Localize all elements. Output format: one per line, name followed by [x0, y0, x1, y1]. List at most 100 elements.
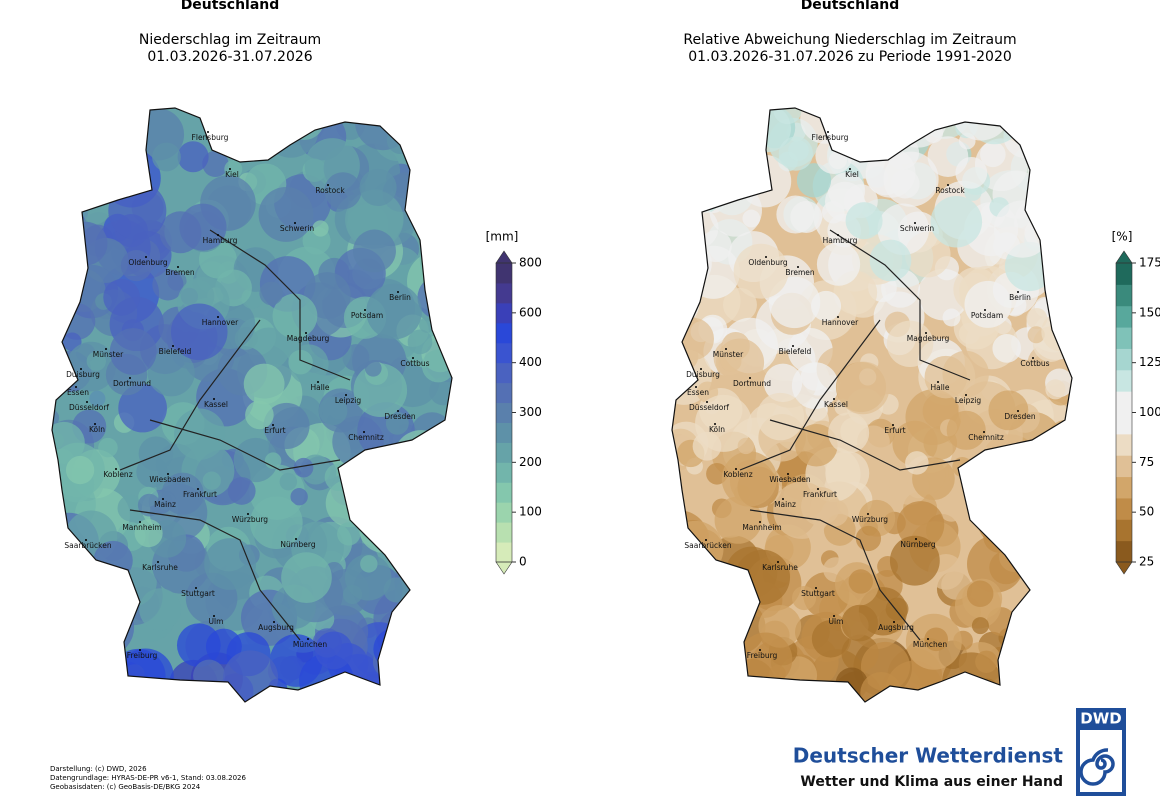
city-dot: [273, 621, 275, 623]
map-blob: [161, 472, 204, 515]
map-blob: [170, 303, 228, 361]
map-blob: [672, 199, 683, 219]
map-blob: [58, 559, 83, 585]
map-blob: [692, 431, 722, 461]
map-blob: [1027, 116, 1072, 165]
footer-line: Geobasisdaten: (c) GeoBasis-DE/BKG 2024: [50, 783, 201, 791]
city-dot: [705, 539, 707, 541]
map-blob: [392, 497, 425, 530]
map-blob: [233, 437, 278, 483]
map-blob: [1016, 645, 1072, 702]
map-blob: [1028, 160, 1047, 180]
map-blob: [773, 481, 831, 539]
city-label: Koblenz: [723, 470, 752, 479]
map-blob: [1039, 655, 1071, 687]
map-blob: [360, 513, 387, 540]
city-dot: [915, 538, 917, 540]
map-blob: [714, 573, 757, 617]
map-blob: [408, 108, 452, 150]
city-dot: [217, 316, 219, 318]
city-dot: [867, 513, 869, 515]
map-blob: [890, 169, 920, 199]
map-blob: [108, 181, 167, 240]
city-label: Essen: [687, 388, 709, 397]
map-blob: [1042, 531, 1072, 581]
city-label: Karlsruhe: [142, 563, 178, 572]
map-blob: [763, 363, 803, 403]
map-blob: [425, 209, 452, 254]
footer-line: Datengrundlage: HYRAS-DE-PR v6-1, Stand:…: [50, 774, 246, 782]
colorbar-band: [1116, 391, 1132, 413]
city-dot: [714, 423, 716, 425]
map-blob: [773, 108, 802, 125]
map-blob: [1013, 108, 1063, 135]
map-blob: [677, 673, 725, 702]
map-blob: [672, 628, 707, 689]
city-dot: [833, 398, 835, 400]
map-blob: [355, 108, 412, 151]
colorbar-band: [496, 302, 512, 324]
city-label: Hamburg: [823, 236, 858, 245]
city-label: Wiesbaden: [769, 475, 811, 484]
map-blob: [89, 153, 109, 172]
city-dot: [927, 638, 929, 640]
colorbar-tick-label: 125: [1139, 355, 1160, 369]
city-label: Koblenz: [103, 470, 132, 479]
city-label: Schwerin: [280, 224, 315, 233]
map-blob: [768, 276, 821, 329]
city-dot: [295, 538, 297, 540]
colorbar-band: [1116, 412, 1132, 435]
map-blob: [417, 511, 441, 535]
city-dot: [792, 345, 794, 347]
map-blob: [224, 160, 243, 179]
map-blob: [840, 110, 884, 153]
map-blob: [672, 547, 705, 598]
colorbar-band: [496, 422, 512, 443]
state-border: [829, 229, 971, 381]
city-label: Potsdam: [351, 311, 383, 320]
city-dot: [947, 184, 949, 186]
colorbar-tick-label: 25: [1139, 555, 1154, 569]
map-blob: [409, 478, 452, 528]
colorbar-tick-label: 300: [519, 405, 542, 419]
map-blob: [1031, 132, 1072, 184]
map-blob: [363, 490, 410, 537]
map-blob: [52, 595, 72, 617]
map-blob: [52, 187, 88, 237]
city-label: Flensburg: [812, 133, 849, 142]
map-blob: [905, 451, 929, 475]
map-blob: [202, 150, 229, 178]
map-blob: [98, 437, 118, 458]
map-blob: [52, 638, 65, 668]
map-blob: [54, 234, 80, 260]
colorbar-band: [1116, 540, 1132, 563]
map-blob: [672, 119, 725, 176]
map-blob: [972, 454, 1004, 486]
map-blob: [1046, 544, 1072, 587]
city-label: Frankfurt: [183, 490, 217, 499]
city-dot: [105, 348, 107, 350]
map-blob: [1017, 113, 1066, 162]
city-label: München: [293, 640, 327, 649]
city-label: Düsseldorf: [689, 403, 729, 412]
city-dot: [167, 473, 169, 475]
footer-line: Darstellung: (c) DWD, 2026: [50, 765, 147, 773]
panel-title: Deutschland: [181, 0, 280, 13]
city-dot: [139, 649, 141, 651]
map-blob: [414, 506, 437, 530]
map-blob: [353, 229, 396, 273]
colorbar-band: [496, 342, 512, 364]
map-blob: [737, 437, 755, 455]
city-label: Oldenburg: [128, 258, 168, 267]
map-blob: [117, 494, 145, 522]
map-blob: [1019, 674, 1063, 702]
colorbar-band: [496, 322, 512, 344]
state-border: [209, 229, 351, 381]
city-label: Leipzig: [335, 396, 362, 405]
map-blob: [227, 477, 256, 505]
colorbar-band: [1116, 519, 1132, 542]
city-dot: [397, 410, 399, 412]
colorbar-unit: [%]: [1112, 230, 1133, 244]
map-blob: [412, 560, 452, 606]
city-label: Halle: [930, 383, 949, 392]
